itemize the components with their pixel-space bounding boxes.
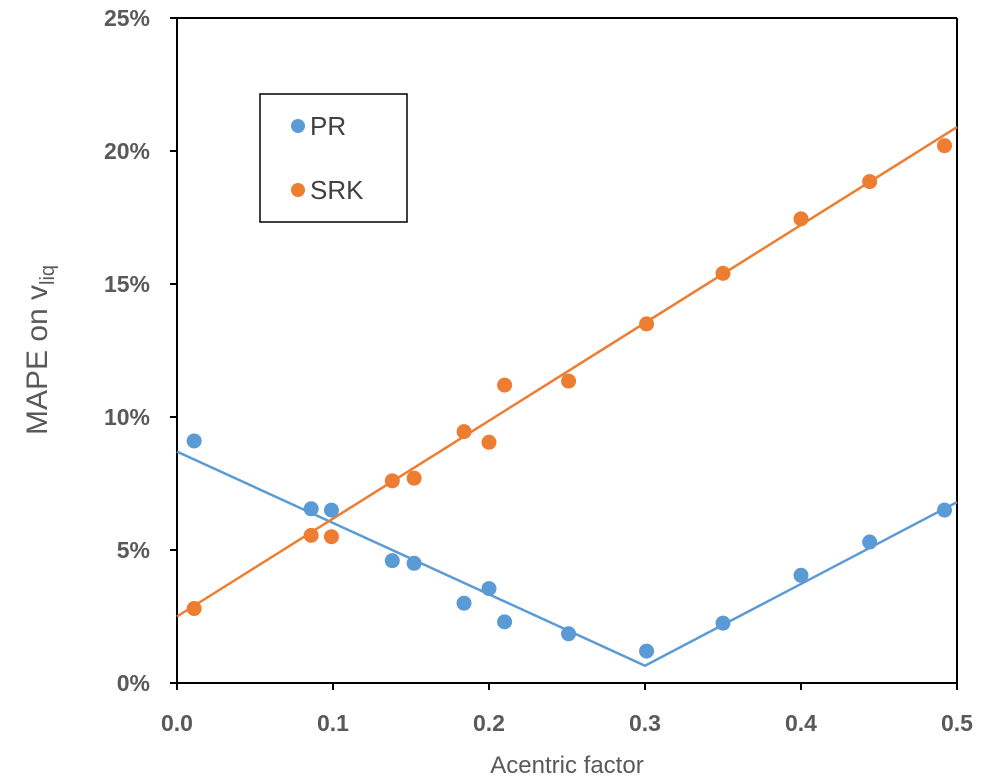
y-axis-title: MAPE on vliq [21,265,59,435]
data-point-srk [186,601,202,617]
data-point-srk [323,529,339,545]
y-tick-label: 10% [104,404,150,430]
data-point-pr [497,614,513,630]
x-tick-label: 0.4 [785,710,817,736]
x-tick-label: 0.2 [473,710,505,736]
x-tick-label: 0.0 [161,710,193,736]
data-point-pr [186,433,202,449]
y-tick-label: 20% [104,138,150,164]
legend-label-pr: PR [310,111,346,141]
data-point-srk [456,424,472,440]
legend: PR SRK [259,93,408,223]
y-tick-label: 25% [104,5,150,31]
data-point-srk [937,138,953,154]
data-point-srk [384,473,400,489]
data-point-pr [793,567,809,583]
data-point-srk [862,174,878,190]
data-point-srk [481,434,497,450]
y-tick-label: 0% [117,670,150,696]
data-point-srk [561,373,577,389]
legend-marker-pr [291,119,305,133]
data-point-srk [793,211,809,227]
data-points [186,138,953,659]
data-point-srk [639,316,655,332]
x-tick-label: 0.5 [941,710,973,736]
data-point-pr [639,643,655,659]
legend-marker-srk [291,183,305,197]
tick-marks [170,17,958,690]
data-point-pr [303,501,319,517]
y-tick-labels: 0% 5% 10% 15% 20% 25% [104,5,150,696]
x-tick-label: 0.1 [317,710,349,736]
data-point-srk [406,470,422,486]
y-axis-title-subscript: liq [37,265,59,285]
legend-box [259,93,408,223]
x-tick-label: 0.3 [629,710,661,736]
y-tick-label: 5% [117,537,150,563]
data-point-pr [323,502,339,518]
data-point-pr [481,581,497,597]
data-point-pr [937,502,953,518]
data-point-pr [715,615,731,631]
data-point-pr [384,553,400,569]
data-point-pr [561,626,577,642]
x-tick-labels: 0.0 0.1 0.2 0.3 0.4 0.5 [161,710,973,736]
data-point-srk [497,377,513,393]
trend-line-pr [176,450,958,668]
x-axis-title: Acentric factor [490,752,643,779]
plot-area [176,17,958,684]
data-point-pr [456,595,472,611]
legend-label-srk: SRK [310,175,364,205]
data-point-srk [303,527,319,543]
data-point-pr [862,534,878,550]
data-point-pr [406,555,422,571]
y-tick-label: 15% [104,271,150,297]
data-point-srk [715,265,731,281]
y-axis-title-main: MAPE on v [21,285,54,435]
